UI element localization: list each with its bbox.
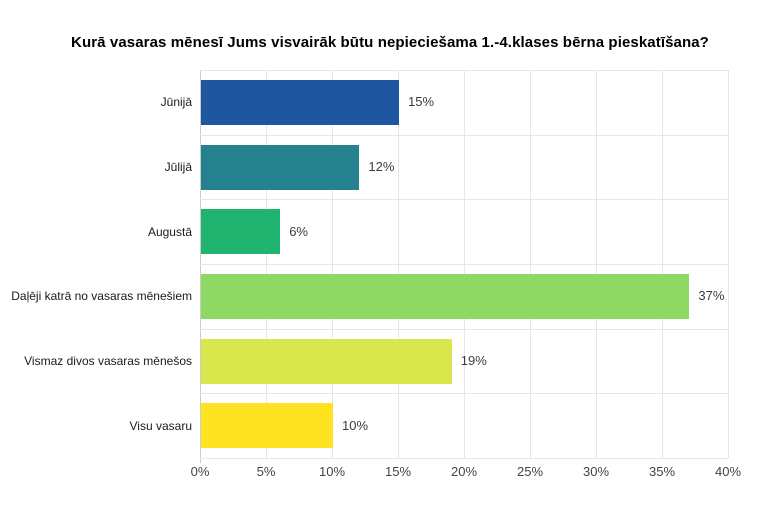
chart-title: Kurā vasaras mēnesī Jums visvairāk būtu … (71, 34, 709, 51)
x-axis-tick-label: 5% (256, 464, 276, 479)
x-axis-tick-label: 10% (318, 464, 346, 479)
gridline-horizontal (200, 328, 728, 330)
x-axis-tick-label: 25% (516, 464, 544, 479)
gridline-vertical (728, 70, 729, 458)
category-label: Visu vasaru (129, 418, 192, 433)
gridline-horizontal (200, 199, 728, 201)
bar (201, 144, 360, 190)
bar (201, 338, 452, 384)
category-label: Daļēji katrā no vasaras mēnešiem (11, 289, 192, 304)
bar (201, 209, 281, 255)
bar (201, 273, 690, 319)
gridline-horizontal (200, 70, 728, 71)
x-axis-tick-label: 40% (714, 464, 742, 479)
value-label: 10% (342, 417, 369, 433)
x-axis-tick-label: 20% (450, 464, 478, 479)
value-label: 19% (460, 353, 487, 368)
value-label: 12% (368, 159, 395, 174)
category-label: Vismaz divos vasaras mēnešos (24, 354, 192, 368)
bar (201, 79, 399, 125)
gridline-horizontal (200, 134, 728, 136)
x-axis-tick-label: 35% (648, 464, 676, 479)
gridline-vertical (200, 70, 201, 463)
category-label: Jūnijā (160, 95, 192, 110)
value-label: 15% (408, 94, 435, 110)
value-label: 6% (289, 223, 308, 239)
x-axis-tick-label: 30% (582, 464, 610, 479)
gridline-horizontal (200, 264, 728, 265)
x-axis-tick-label: 0% (190, 464, 210, 479)
value-label: 37% (698, 288, 725, 304)
x-axis-tick-label: 15% (384, 464, 412, 479)
bar (201, 403, 333, 449)
category-label: Jūlijā (164, 160, 192, 174)
x-axis-line (200, 458, 728, 459)
gridline-horizontal (200, 393, 728, 395)
category-label: Augustā (147, 224, 192, 239)
